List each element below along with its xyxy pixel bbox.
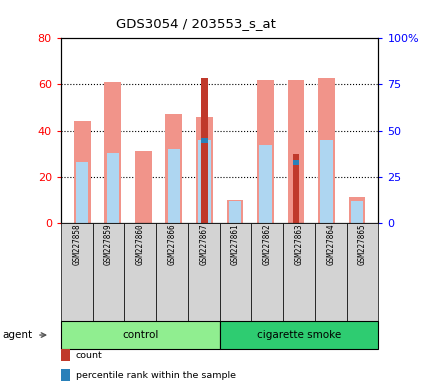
Text: cigarette smoke: cigarette smoke [256,330,340,340]
Bar [292,160,299,165]
Text: control: control [122,330,158,340]
Bar [256,80,273,223]
Text: GSM227859: GSM227859 [104,224,113,265]
Bar [201,78,207,223]
Bar [168,149,180,223]
Text: GDS3054 / 203553_s_at: GDS3054 / 203553_s_at [115,17,275,30]
Text: GSM227863: GSM227863 [294,224,303,265]
Text: GSM227867: GSM227867 [199,224,208,265]
Text: GSM227861: GSM227861 [230,224,240,265]
Text: GSM227858: GSM227858 [72,224,81,265]
Bar [287,80,304,223]
Bar [259,145,271,223]
Text: percentile rank within the sample: percentile rank within the sample [76,371,235,380]
Bar [165,114,182,223]
Bar [76,162,88,223]
Text: GSM227865: GSM227865 [357,224,366,265]
Bar [320,140,332,223]
Bar [226,200,243,223]
Bar [292,154,299,223]
Bar [317,78,334,223]
Bar [201,138,207,142]
Text: count: count [76,351,102,360]
Bar [198,140,210,223]
Text: agent: agent [2,330,32,340]
Text: GSM227866: GSM227866 [167,224,176,265]
Bar [135,151,151,223]
Bar [74,121,90,223]
Bar [348,197,365,223]
Bar [196,117,212,223]
Bar [228,200,240,223]
Text: GSM227862: GSM227862 [262,224,271,265]
Bar [350,200,362,223]
Text: GSM227860: GSM227860 [135,224,145,265]
Text: GSM227864: GSM227864 [326,224,335,265]
Bar [106,153,118,223]
Bar [104,82,121,223]
